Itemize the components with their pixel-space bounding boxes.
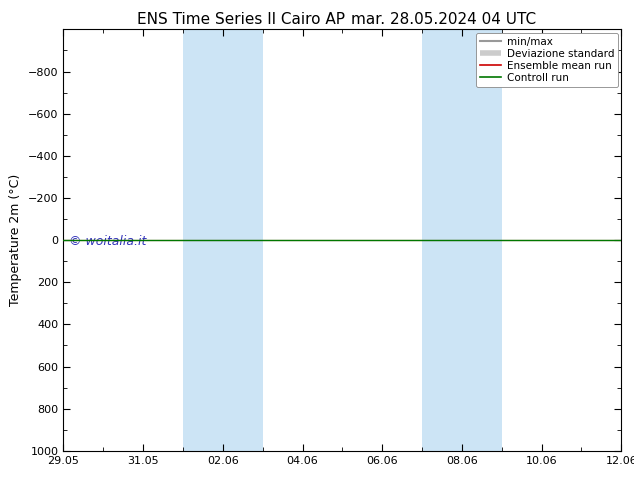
Y-axis label: Temperature 2m (°C): Temperature 2m (°C) — [10, 174, 22, 306]
Bar — [422, 29, 501, 451]
Legend: min/max, Deviazione standard, Ensemble mean run, Controll run: min/max, Deviazione standard, Ensemble m… — [476, 32, 618, 87]
Bar — [183, 29, 262, 451]
Text: © woitalia.it: © woitalia.it — [69, 235, 146, 248]
Text: mar. 28.05.2024 04 UTC: mar. 28.05.2024 04 UTC — [351, 12, 536, 27]
Text: ENS Time Series Il Cairo AP: ENS Time Series Il Cairo AP — [137, 12, 345, 27]
